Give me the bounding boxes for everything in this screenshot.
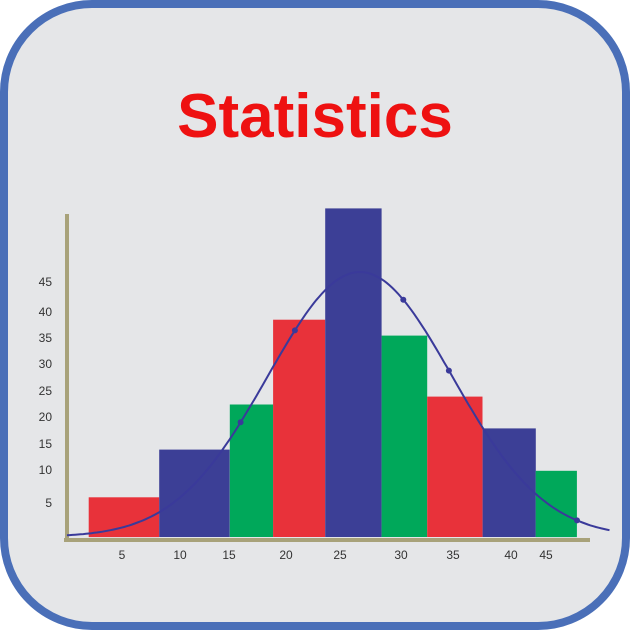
histogram-bar-2 [159, 449, 230, 537]
x-tick-label: 35 [446, 548, 460, 562]
histogram-bar-7 [427, 396, 483, 537]
histogram-bar-5 [325, 208, 382, 537]
histogram-chart: 5 10 15 20 25 30 35 40 45 5 10 15 20 25 30 35 40 45 [39, 208, 610, 562]
y-axis-tick-labels: 5 10 15 20 25 30 35 40 45 [39, 275, 53, 510]
x-tick-label: 40 [504, 548, 518, 562]
y-tick-label: 10 [39, 463, 53, 477]
x-tick-label: 20 [279, 548, 293, 562]
y-tick-label: 5 [45, 496, 52, 510]
histogram-bar-8 [482, 428, 536, 537]
y-tick-label: 15 [39, 437, 53, 451]
histogram-bar-3 [229, 404, 274, 537]
icon-title: Statistics [177, 82, 453, 151]
x-tick-label: 10 [173, 548, 187, 562]
y-tick-label: 35 [39, 331, 53, 345]
histogram-bar-9 [535, 470, 577, 538]
curve-marker-1 [237, 419, 244, 426]
histogram-bar-6 [381, 335, 428, 537]
x-tick-label: 5 [119, 548, 126, 562]
curve-marker-2 [291, 327, 298, 334]
curve-markers [237, 296, 580, 524]
histogram-bars [88, 208, 577, 538]
histogram-bar-1 [88, 497, 160, 538]
y-tick-label: 45 [39, 275, 53, 289]
x-axis-tick-labels: 5 10 15 20 25 30 35 40 45 [119, 548, 553, 562]
curve-marker-5 [574, 517, 580, 524]
histogram-bar-4 [273, 319, 326, 537]
x-tick-label: 15 [222, 548, 236, 562]
x-tick-label: 30 [394, 548, 408, 562]
y-tick-label: 30 [39, 357, 53, 371]
y-tick-label: 40 [39, 305, 53, 319]
x-tick-label: 45 [539, 548, 553, 562]
y-tick-label: 25 [39, 384, 53, 398]
curve-marker-4 [445, 367, 452, 374]
normal-distribution-curve [66, 270, 610, 537]
x-tick-label: 25 [333, 548, 347, 562]
curve-marker-3 [400, 296, 407, 303]
y-tick-label: 20 [39, 410, 53, 424]
